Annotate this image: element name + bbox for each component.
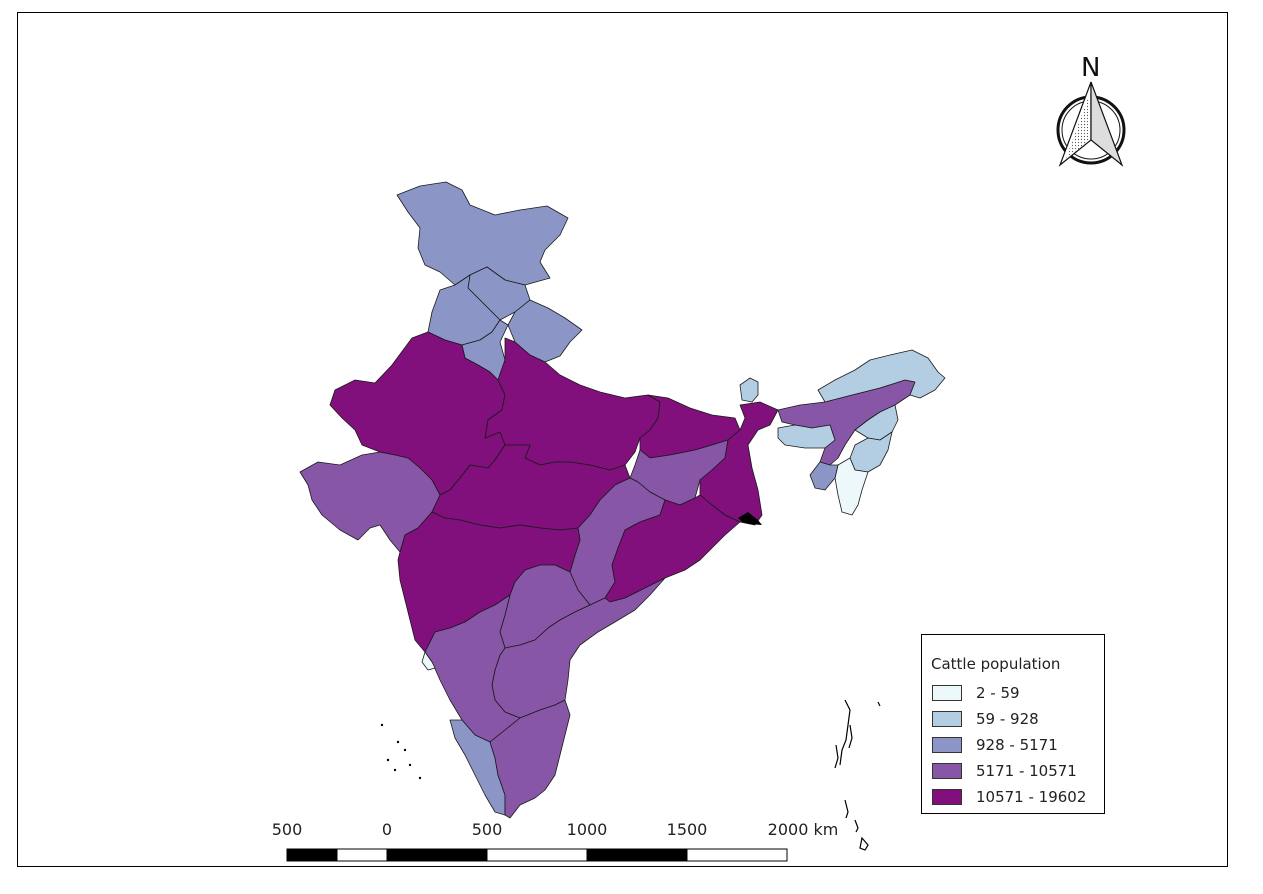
region-west-bengal [699, 401, 779, 526]
map-legend: Cattle population 2 - 59 59 - 928 928 - … [921, 634, 1105, 814]
legend-swatch [932, 763, 962, 779]
region-arunachal-pradesh [817, 349, 946, 403]
scale-bar [286, 848, 788, 862]
region-goa [421, 651, 436, 671]
region-tamil-nadu [489, 699, 571, 819]
legend-label: 10571 - 19602 [976, 788, 1087, 806]
legend-label: 928 - 5171 [976, 736, 1058, 754]
legend-title: Cattle population [931, 655, 1061, 673]
legend-label: 59 - 928 [976, 710, 1039, 728]
andaman-nicobar-islands [834, 699, 881, 851]
legend-swatch [932, 789, 962, 805]
sundarbans-coastline [738, 512, 762, 525]
lakshadweep-islands [380, 723, 422, 780]
scale-label: 2000 km [767, 820, 839, 839]
region-tripura [809, 461, 839, 491]
legend-swatch [932, 711, 962, 727]
region-sikkim [739, 377, 759, 403]
north-arrow-icon [1056, 81, 1126, 167]
legend-swatch [932, 685, 962, 701]
north-label: N [1081, 53, 1101, 83]
region-meghalaya [777, 424, 836, 449]
region-karnataka [424, 594, 521, 743]
scale-label: 0 [381, 820, 393, 839]
region-manipur [849, 431, 893, 473]
legend-swatch [932, 737, 962, 753]
region-uttarakhand [507, 299, 583, 363]
scale-label: 500 [471, 820, 503, 839]
scale-label: 500 [271, 820, 303, 839]
scale-label: 1000 [566, 820, 608, 839]
region-jammu-kashmir [396, 181, 569, 286]
legend-label: 2 - 59 [976, 684, 1020, 702]
legend-label: 5171 - 10571 [976, 762, 1077, 780]
scale-label: 1500 [666, 820, 708, 839]
